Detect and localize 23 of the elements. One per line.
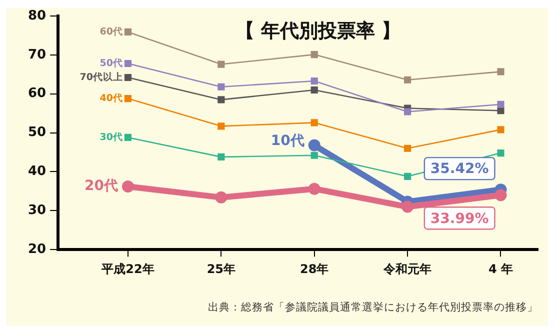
source-note: 出典：総務省「参議院議員通常選挙における年代別投票率の推移」 (208, 300, 538, 314)
x-tick-label: 4 年 (488, 262, 513, 276)
series-label: 30代 (100, 130, 123, 143)
x-tick-label: 25年 (206, 262, 236, 276)
y-tick-label: 30 (28, 203, 46, 218)
y-tick-label: 50 (28, 125, 46, 140)
x-tick-label: 令和元年 (382, 262, 432, 276)
data-label: 33.99% (430, 210, 489, 227)
y-tick-label: 40 (28, 164, 46, 180)
y-tick-label: 70 (28, 47, 46, 62)
y-tick-label: 60 (28, 86, 46, 102)
y-tick-label: 80 (28, 8, 46, 24)
x-tick-label: 28年 (300, 262, 329, 276)
series-label: 60代 (100, 25, 123, 38)
series-label: 10代 (270, 132, 304, 149)
series-label: 20代 (84, 178, 118, 194)
x-tick-label: 平成22年 (100, 262, 154, 276)
y-tick-label: 20 (28, 242, 46, 257)
series-label: 40代 (100, 92, 123, 104)
series-label: 50代 (100, 56, 123, 69)
chart-title: 【 年代別投票率 】 (235, 20, 401, 42)
series-label: 70代以上 (80, 70, 123, 83)
data-label: 35.42% (430, 161, 489, 178)
